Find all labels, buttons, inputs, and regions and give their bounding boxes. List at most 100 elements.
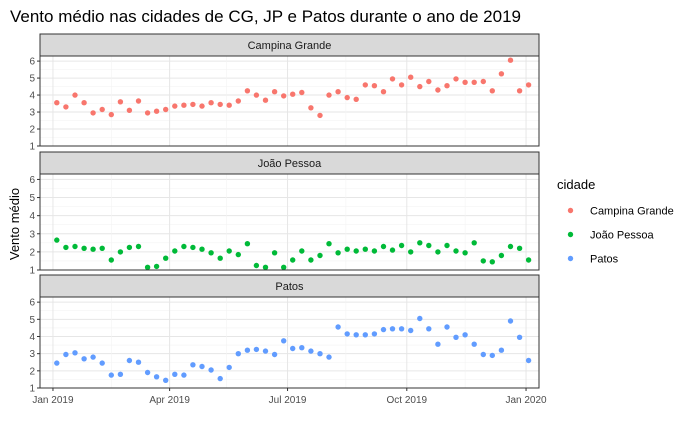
data-point bbox=[371, 83, 378, 89]
data-point bbox=[108, 111, 115, 118]
data-point bbox=[326, 92, 332, 98]
data-point bbox=[181, 102, 187, 108]
data-point bbox=[190, 362, 196, 368]
data-point bbox=[99, 106, 105, 113]
facet-panel: Patos 1 2 3 4 5 6 bbox=[29, 274, 540, 395]
data-point bbox=[226, 102, 232, 108]
legend-marker bbox=[567, 207, 574, 214]
legend-label: Campina Grande bbox=[590, 206, 674, 218]
data-point bbox=[208, 100, 214, 106]
y-tick-label: 2 bbox=[29, 366, 35, 377]
data-point bbox=[262, 97, 269, 103]
data-point bbox=[417, 240, 423, 246]
y-tick-label: 2 bbox=[29, 247, 35, 258]
facet-panel: João Pessoa 1 2 3 4 5 6 bbox=[29, 151, 540, 277]
data-point bbox=[380, 89, 387, 95]
y-tick-label: 1 bbox=[29, 266, 35, 277]
data-point bbox=[525, 82, 532, 88]
data-point bbox=[308, 105, 314, 111]
data-point bbox=[90, 246, 96, 252]
data-point bbox=[163, 106, 169, 113]
data-point bbox=[389, 247, 396, 253]
data-point bbox=[190, 244, 196, 251]
data-point bbox=[308, 257, 314, 263]
data-point bbox=[380, 326, 387, 333]
plot-background bbox=[40, 297, 539, 388]
data-point bbox=[54, 237, 60, 243]
data-point bbox=[489, 259, 495, 265]
data-point bbox=[126, 107, 133, 114]
data-point bbox=[271, 250, 278, 256]
y-tick-label: 4 bbox=[29, 332, 35, 343]
data-point bbox=[290, 345, 296, 352]
data-point bbox=[317, 252, 323, 259]
data-point bbox=[253, 262, 260, 269]
data-point bbox=[480, 78, 486, 85]
data-point bbox=[507, 243, 514, 250]
data-point bbox=[335, 250, 341, 256]
data-point bbox=[326, 241, 332, 247]
data-point bbox=[299, 248, 305, 254]
data-point bbox=[498, 71, 505, 77]
data-point bbox=[408, 249, 414, 255]
data-point bbox=[299, 89, 305, 96]
data-point bbox=[362, 82, 368, 88]
data-point bbox=[153, 374, 160, 380]
data-point bbox=[199, 246, 205, 252]
data-point bbox=[72, 350, 78, 356]
data-point bbox=[389, 76, 396, 82]
data-point bbox=[72, 243, 78, 250]
data-point bbox=[317, 112, 323, 119]
data-point bbox=[190, 101, 196, 108]
data-point bbox=[81, 100, 87, 106]
data-point bbox=[525, 257, 532, 263]
data-point bbox=[417, 83, 423, 90]
legend-label: Patos bbox=[590, 254, 619, 266]
legend-marker bbox=[567, 255, 574, 262]
data-point bbox=[281, 93, 287, 99]
data-point bbox=[90, 110, 96, 116]
data-point bbox=[426, 326, 432, 332]
data-point bbox=[126, 357, 133, 364]
facet-strip-label: João Pessoa bbox=[258, 158, 322, 170]
data-point bbox=[380, 243, 387, 250]
chart-title: Vento médio nas cidades de CG, JP e Pato… bbox=[10, 7, 521, 26]
data-point bbox=[489, 88, 495, 94]
data-point bbox=[444, 242, 450, 249]
facet-strip-label: Patos bbox=[275, 281, 304, 293]
data-point bbox=[135, 243, 142, 250]
data-point bbox=[172, 248, 178, 254]
data-point bbox=[226, 248, 232, 254]
plot-background bbox=[40, 56, 539, 146]
legend-marker bbox=[567, 231, 574, 238]
y-tick-label: 3 bbox=[29, 229, 35, 240]
data-point bbox=[489, 352, 495, 359]
plot-background bbox=[40, 174, 539, 270]
data-point bbox=[54, 360, 60, 366]
legend-item: João Pessoa bbox=[562, 226, 654, 243]
y-tick-label: 4 bbox=[29, 211, 35, 222]
data-point bbox=[226, 364, 232, 371]
data-point bbox=[81, 356, 87, 362]
data-point bbox=[398, 242, 405, 249]
x-tick-label: Jan 2019 bbox=[32, 395, 74, 406]
data-point bbox=[516, 245, 523, 251]
data-point bbox=[63, 104, 69, 110]
panel-border bbox=[39, 296, 540, 389]
data-point bbox=[453, 248, 459, 254]
data-point bbox=[99, 360, 105, 366]
data-point bbox=[462, 79, 468, 86]
legend: cidade Campina Grande João Pessoa Patos bbox=[557, 177, 674, 267]
data-point bbox=[235, 351, 241, 357]
y-tick-label: 4 bbox=[29, 91, 35, 102]
data-point bbox=[462, 332, 468, 338]
data-point bbox=[290, 91, 296, 97]
data-point bbox=[244, 241, 251, 247]
y-tick-label: 5 bbox=[29, 74, 35, 85]
data-point bbox=[108, 257, 115, 263]
data-point bbox=[271, 351, 278, 358]
data-point bbox=[462, 250, 468, 256]
data-point bbox=[498, 252, 505, 259]
x-axis: Jan 2019 Apr 2019 Jul 2019 Oct 2019 Jan 2020 bbox=[32, 388, 547, 406]
